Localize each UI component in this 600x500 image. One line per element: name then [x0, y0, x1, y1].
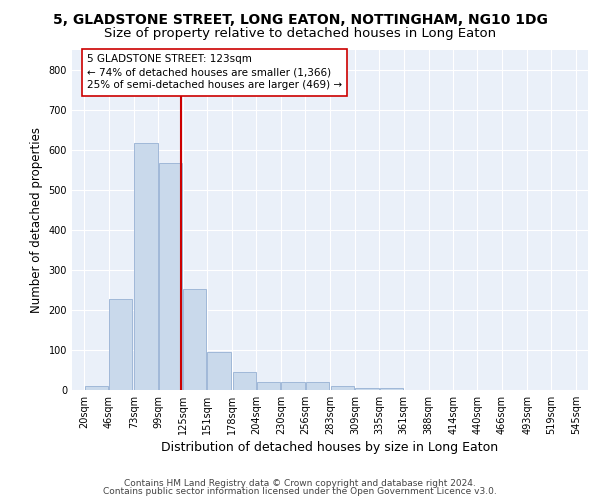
Bar: [355, 388, 379, 390]
Bar: [281, 382, 305, 390]
Bar: [109, 299, 133, 390]
Bar: [134, 143, 158, 390]
Text: 5, GLADSTONE STREET, LONG EATON, NOTTINGHAM, NG10 1DG: 5, GLADSTONE STREET, LONG EATON, NOTTING…: [53, 12, 547, 26]
Text: 5 GLADSTONE STREET: 123sqm
← 74% of detached houses are smaller (1,366)
25% of s: 5 GLADSTONE STREET: 123sqm ← 74% of deta…: [87, 54, 342, 90]
Bar: [380, 388, 403, 390]
X-axis label: Distribution of detached houses by size in Long Eaton: Distribution of detached houses by size …: [161, 441, 499, 454]
Bar: [331, 386, 355, 390]
Bar: [158, 163, 182, 390]
Text: Size of property relative to detached houses in Long Eaton: Size of property relative to detached ho…: [104, 28, 496, 40]
Text: Contains HM Land Registry data © Crown copyright and database right 2024.: Contains HM Land Registry data © Crown c…: [124, 478, 476, 488]
Bar: [207, 352, 231, 390]
Bar: [305, 382, 329, 390]
Bar: [233, 372, 256, 390]
Text: Contains public sector information licensed under the Open Government Licence v3: Contains public sector information licen…: [103, 487, 497, 496]
Bar: [85, 386, 108, 390]
Bar: [257, 382, 280, 390]
Bar: [183, 289, 206, 390]
Y-axis label: Number of detached properties: Number of detached properties: [30, 127, 43, 313]
